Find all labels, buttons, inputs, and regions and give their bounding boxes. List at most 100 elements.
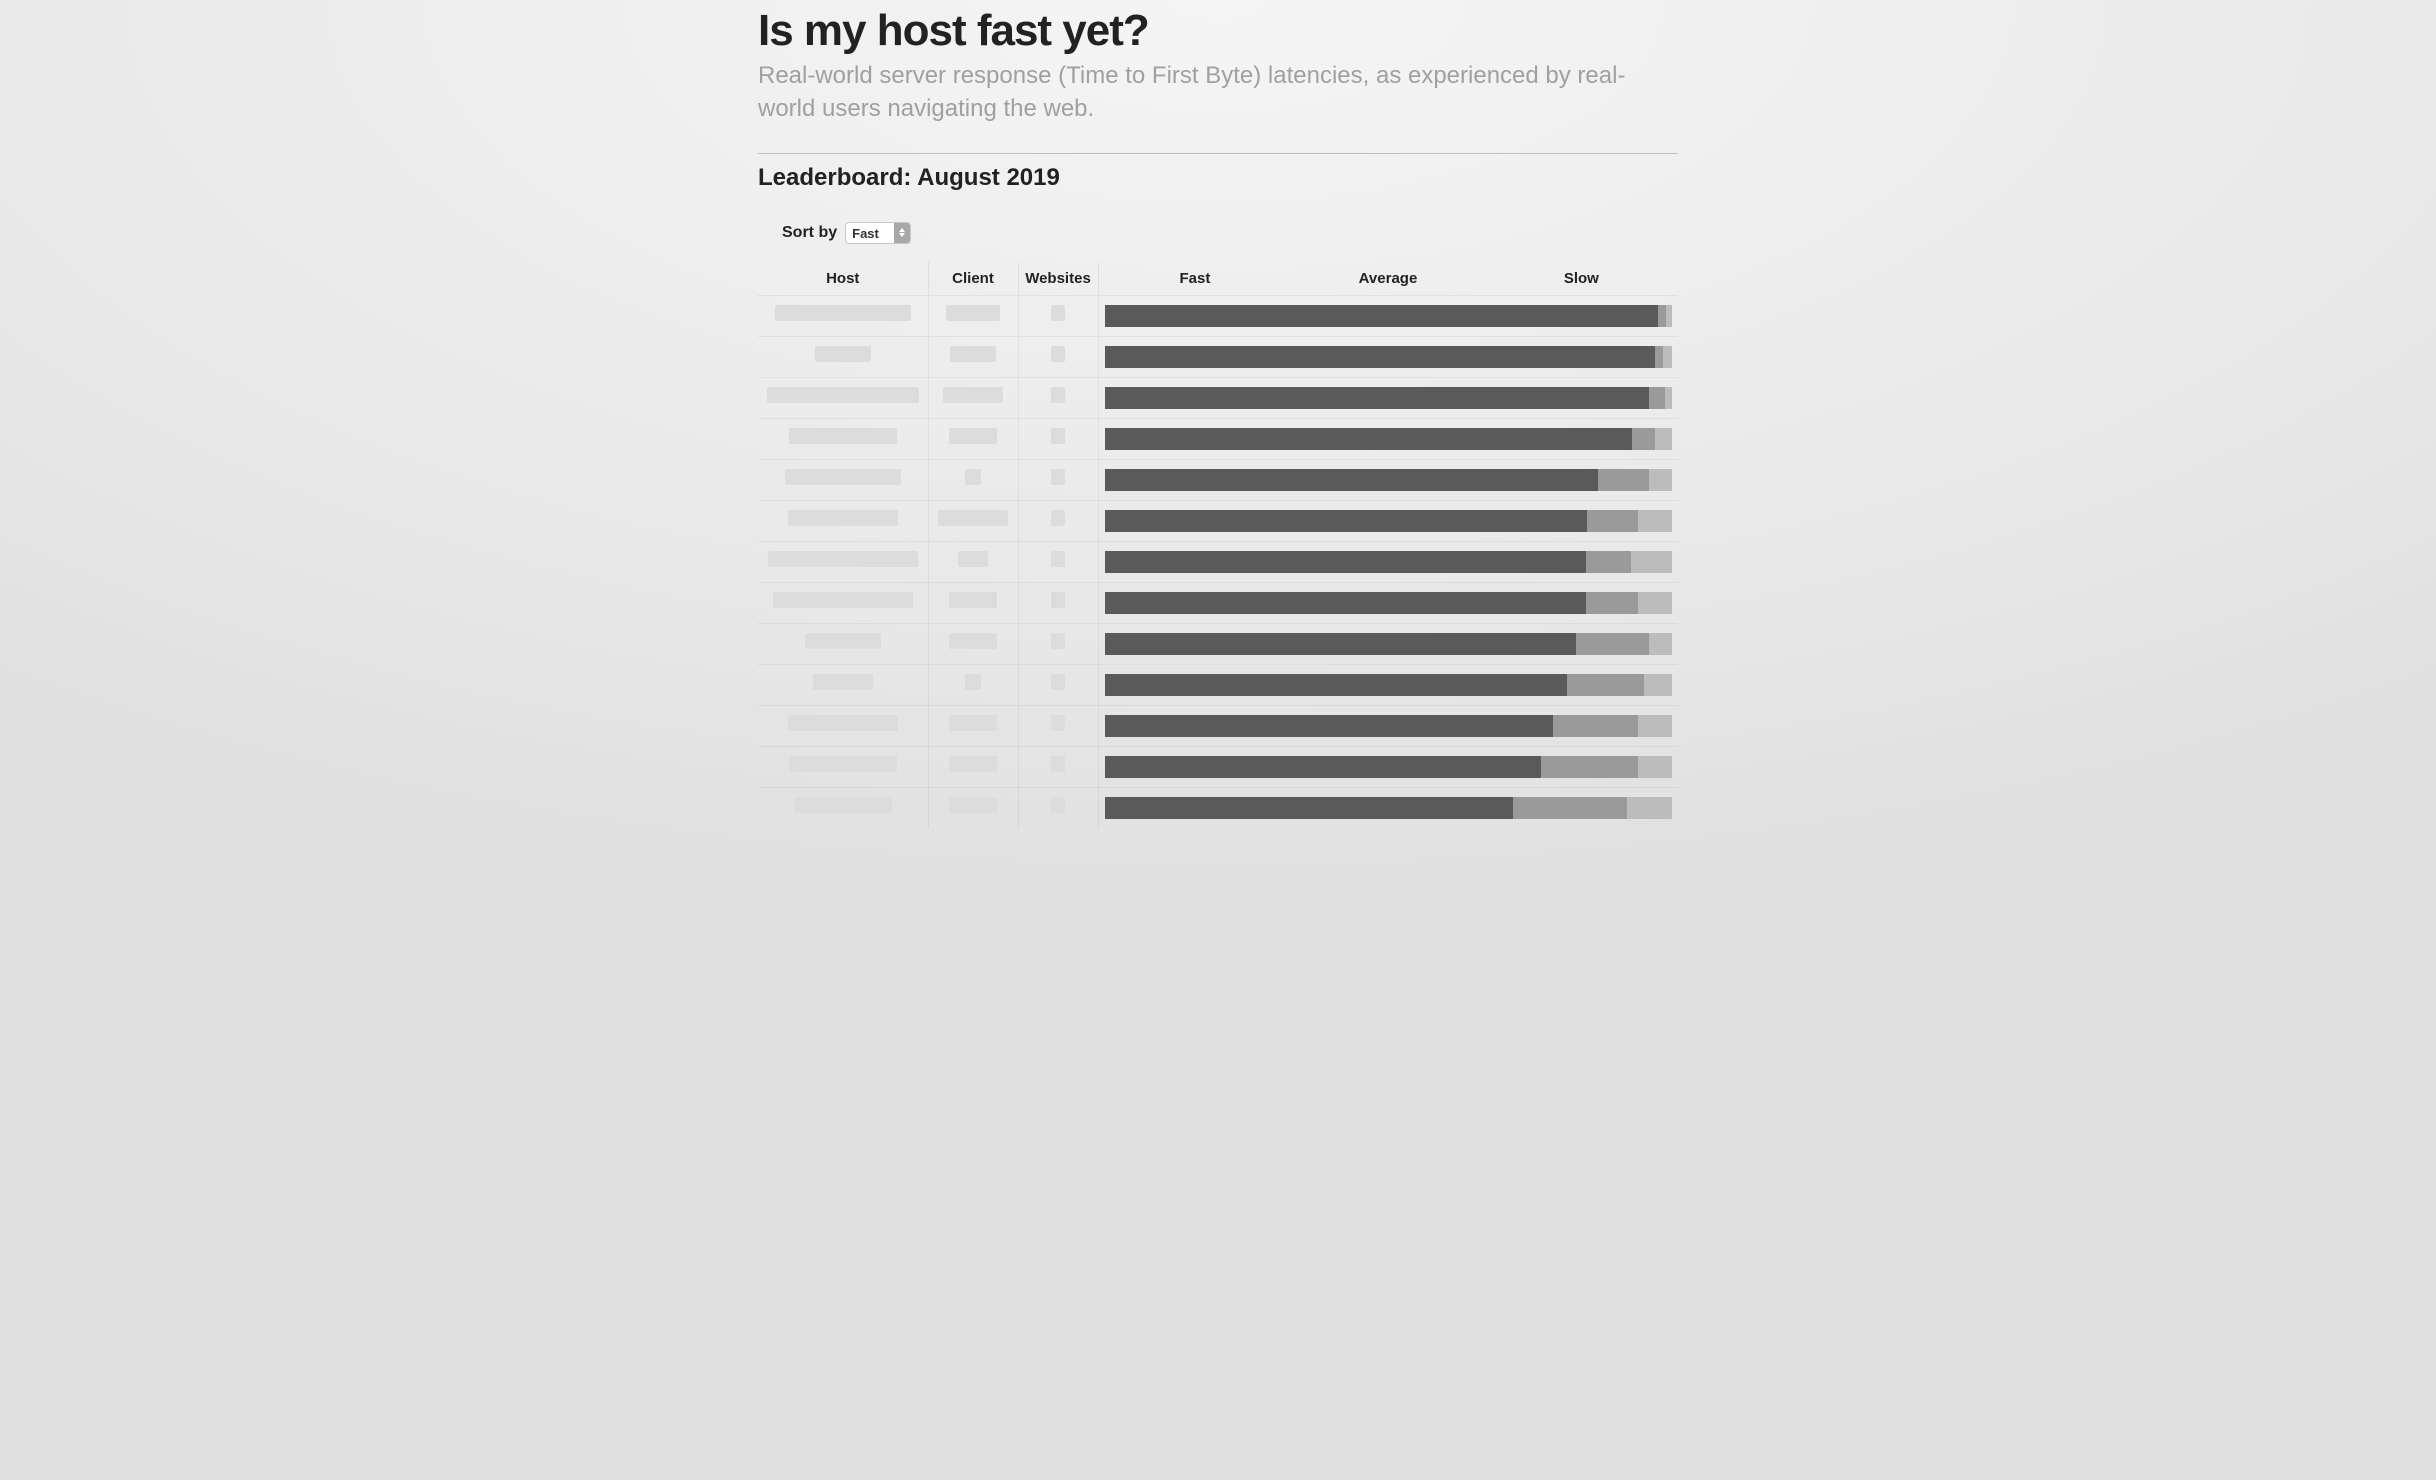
bar-segment-fast bbox=[1105, 592, 1586, 614]
skeleton-host bbox=[767, 387, 919, 403]
table-row bbox=[758, 459, 1678, 500]
cell-host bbox=[758, 705, 928, 746]
skeleton-host bbox=[773, 592, 913, 608]
cell-host bbox=[758, 623, 928, 664]
table-row bbox=[758, 623, 1678, 664]
cell-websites bbox=[1018, 541, 1098, 582]
bar-segment-fast bbox=[1105, 797, 1514, 819]
cell-host bbox=[758, 541, 928, 582]
col-header-websites[interactable]: Websites bbox=[1018, 262, 1098, 296]
bar-segment-fast bbox=[1105, 633, 1576, 655]
bar-segment-fast bbox=[1105, 346, 1655, 368]
cell-client bbox=[928, 787, 1018, 828]
cell-websites bbox=[1018, 705, 1098, 746]
cell-client bbox=[928, 377, 1018, 418]
stacked-bar bbox=[1105, 346, 1673, 368]
cell-websites bbox=[1018, 377, 1098, 418]
stacked-bar bbox=[1105, 797, 1673, 819]
skeleton-websites bbox=[1051, 715, 1065, 731]
stacked-bar bbox=[1105, 510, 1673, 532]
skeleton-websites bbox=[1051, 633, 1065, 649]
bar-segment-average bbox=[1649, 387, 1665, 409]
skeleton-host bbox=[815, 346, 871, 362]
cell-client bbox=[928, 459, 1018, 500]
skeleton-host bbox=[789, 428, 897, 444]
bar-segment-average bbox=[1567, 674, 1644, 696]
cell-client bbox=[928, 336, 1018, 377]
stacked-bar bbox=[1105, 592, 1673, 614]
cell-host bbox=[758, 500, 928, 541]
sort-select-value: Fast bbox=[846, 223, 894, 243]
skeleton-host bbox=[775, 305, 911, 321]
bar-segment-average bbox=[1598, 469, 1649, 491]
skeleton-host bbox=[785, 469, 901, 485]
skeleton-websites bbox=[1051, 551, 1065, 567]
bar-segment-average bbox=[1586, 551, 1631, 573]
cell-websites bbox=[1018, 746, 1098, 787]
skeleton-websites bbox=[1051, 428, 1065, 444]
cell-websites bbox=[1018, 623, 1098, 664]
skeleton-websites bbox=[1051, 756, 1065, 772]
table-row bbox=[758, 418, 1678, 459]
col-header-fast[interactable]: Fast bbox=[1098, 262, 1291, 296]
cell-distribution bbox=[1098, 500, 1678, 541]
skeleton-host bbox=[813, 674, 873, 690]
bar-segment-average bbox=[1541, 756, 1637, 778]
cell-distribution bbox=[1098, 664, 1678, 705]
skeleton-client bbox=[938, 510, 1008, 526]
table-row bbox=[758, 787, 1678, 828]
skeleton-client bbox=[949, 756, 997, 772]
sort-select[interactable]: Fast bbox=[845, 222, 911, 244]
skeleton-host bbox=[788, 510, 898, 526]
skeleton-client bbox=[949, 797, 997, 813]
skeleton-client bbox=[949, 592, 997, 608]
bar-segment-slow bbox=[1649, 633, 1672, 655]
cell-client bbox=[928, 623, 1018, 664]
cell-host bbox=[758, 295, 928, 336]
skeleton-client bbox=[943, 387, 1003, 403]
cell-distribution bbox=[1098, 377, 1678, 418]
bar-segment-fast bbox=[1105, 510, 1587, 532]
cell-client bbox=[928, 582, 1018, 623]
table-row bbox=[758, 500, 1678, 541]
bar-segment-slow bbox=[1663, 346, 1672, 368]
table-row bbox=[758, 377, 1678, 418]
bar-segment-slow bbox=[1649, 469, 1672, 491]
skeleton-client bbox=[958, 551, 988, 567]
cell-host bbox=[758, 459, 928, 500]
table-row bbox=[758, 664, 1678, 705]
cell-host bbox=[758, 746, 928, 787]
bar-segment-fast bbox=[1105, 305, 1658, 327]
cell-client bbox=[928, 664, 1018, 705]
cell-distribution bbox=[1098, 459, 1678, 500]
cell-client bbox=[928, 295, 1018, 336]
bar-segment-average bbox=[1655, 346, 1664, 368]
col-header-average[interactable]: Average bbox=[1291, 262, 1484, 296]
col-header-host[interactable]: Host bbox=[758, 262, 928, 296]
col-header-slow[interactable]: Slow bbox=[1485, 262, 1678, 296]
bar-segment-slow bbox=[1638, 756, 1672, 778]
stacked-bar bbox=[1105, 428, 1673, 450]
bar-segment-fast bbox=[1105, 674, 1568, 696]
skeleton-client bbox=[949, 633, 997, 649]
cell-distribution bbox=[1098, 418, 1678, 459]
skeleton-websites bbox=[1051, 346, 1065, 362]
skeleton-client bbox=[950, 346, 996, 362]
skeleton-client bbox=[949, 715, 997, 731]
bar-segment-average bbox=[1576, 633, 1650, 655]
stacked-bar bbox=[1105, 633, 1673, 655]
skeleton-websites bbox=[1051, 797, 1065, 813]
bar-segment-average bbox=[1586, 592, 1638, 614]
skeleton-websites bbox=[1051, 469, 1065, 485]
cell-client bbox=[928, 746, 1018, 787]
skeleton-websites bbox=[1051, 510, 1065, 526]
cell-host bbox=[758, 787, 928, 828]
bar-segment-average bbox=[1658, 305, 1667, 327]
skeleton-host bbox=[789, 756, 897, 772]
cell-host bbox=[758, 377, 928, 418]
cell-websites bbox=[1018, 582, 1098, 623]
cell-websites bbox=[1018, 336, 1098, 377]
col-header-client[interactable]: Client bbox=[928, 262, 1018, 296]
leaderboard-table: Host Client Websites Fast Average Slow bbox=[758, 262, 1678, 828]
cell-host bbox=[758, 336, 928, 377]
